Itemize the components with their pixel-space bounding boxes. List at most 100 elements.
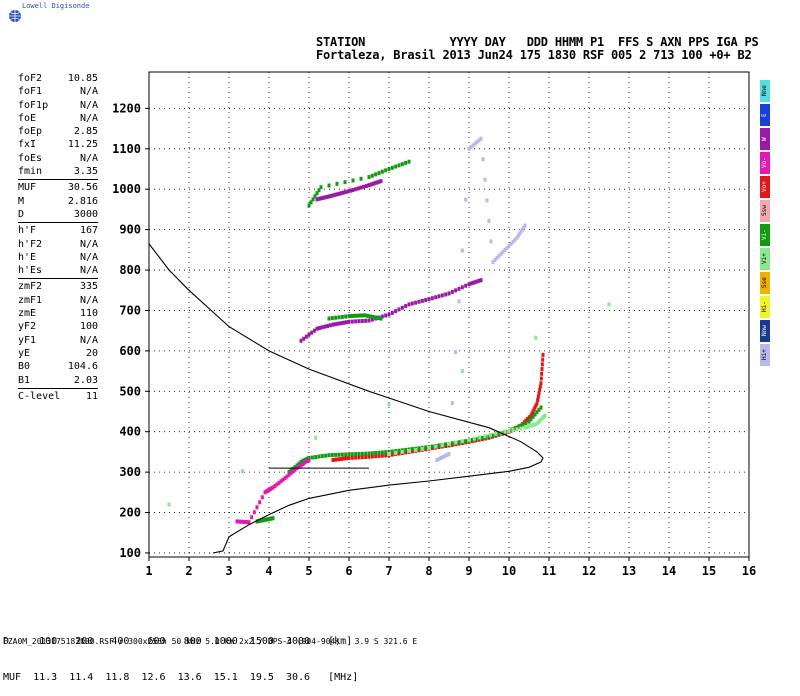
echo-point [243, 519, 247, 524]
echo-point [380, 453, 384, 458]
echo-point [501, 249, 505, 254]
param-value: 335 [79, 281, 98, 293]
echo-point [447, 291, 451, 296]
echo-point [384, 453, 388, 458]
echo-point [387, 402, 391, 407]
legend-item-nne: Nne [760, 80, 770, 102]
echo-point [509, 241, 513, 246]
muf-table: D 100 200 400 600 800 1000 1500 3000 [km… [3, 612, 358, 696]
echo-point [443, 453, 447, 458]
echo-point [445, 452, 449, 457]
echo-point [360, 455, 364, 460]
echo-point [344, 314, 348, 319]
echo-point [310, 455, 314, 460]
echo-point [350, 452, 354, 457]
echo-point [337, 452, 341, 457]
echo-point [367, 451, 371, 456]
legend-item-hi: Hi+ [760, 344, 770, 366]
param-row: h'F2 N/A [18, 238, 98, 251]
echo-point [410, 449, 414, 454]
echo-point [258, 500, 262, 505]
echo-point [235, 519, 239, 524]
legend-item-ssw: Ssw [760, 200, 770, 222]
echo-point [507, 243, 511, 248]
echo-point [397, 448, 401, 453]
echo-point [370, 317, 374, 322]
echo-point [607, 302, 611, 307]
echo-point [337, 315, 341, 320]
echo-point [384, 313, 388, 318]
echo-point [330, 453, 334, 458]
legend-item-vo: Vo- [760, 152, 770, 174]
echo-point [331, 322, 335, 327]
echo-point [473, 280, 477, 285]
legend-item-e: E [760, 104, 770, 126]
echo-point [357, 319, 361, 324]
param-row: h'Es N/A [18, 264, 98, 277]
echo-point [534, 335, 538, 340]
param-value: 10.85 [67, 73, 98, 84]
plot-frame [148, 71, 750, 558]
param-value: 2.85 [73, 126, 98, 138]
echo-point [344, 456, 348, 461]
echo-point [414, 447, 418, 452]
echo-point [390, 452, 394, 457]
echo-point [239, 519, 243, 524]
echo-point [533, 405, 537, 410]
echo-point [334, 322, 338, 327]
param-name: yF2 [18, 321, 37, 333]
echo-point [519, 426, 523, 431]
echo-point [511, 239, 515, 244]
echo-point [447, 441, 451, 446]
echo-point [497, 431, 501, 436]
echo-point [404, 450, 408, 455]
echo-point [352, 313, 356, 318]
legend-item-vi: Vi+ [760, 248, 770, 270]
x-tick-label: 1 [145, 564, 152, 578]
echo-point [317, 454, 321, 459]
echo-point [241, 519, 245, 524]
param-value: 2.816 [67, 195, 98, 207]
echo-point [420, 298, 424, 303]
echo-point [460, 439, 464, 444]
param-row: fxI 11.25 [18, 138, 98, 151]
echo-point [312, 328, 316, 333]
param-value: 100 [79, 321, 98, 333]
echo-point [533, 422, 537, 427]
echo-point [437, 456, 441, 461]
echo-point [417, 448, 421, 453]
echo-point [390, 165, 394, 170]
header-line-1: STATION YYYY DAY DDD HHMM P1 FFS S AXN P… [316, 35, 759, 49]
param-value: 20 [85, 347, 98, 359]
param-name: B0 [18, 361, 31, 373]
echo-point [336, 321, 340, 326]
param-row: foF1p N/A [18, 99, 98, 112]
echo-point [467, 437, 471, 442]
echo-point [515, 427, 519, 432]
echo-point [307, 332, 311, 337]
echo-point [302, 336, 306, 341]
echo-point [454, 350, 458, 355]
echo-point [344, 320, 348, 325]
echo-point [420, 446, 424, 451]
echo-point [400, 449, 404, 454]
echo-point [315, 326, 319, 331]
x-tick-label: 11 [542, 564, 556, 578]
ionogram-plot: 1 2 3 4 5 6 7 8 9 10 11 12 13 14 15 1610020030040050060… [112, 71, 756, 578]
echo-point [277, 480, 281, 485]
x-tick-label: 10 [502, 564, 516, 578]
echo-point [325, 194, 329, 199]
echo-point [470, 437, 474, 442]
echo-point [523, 425, 527, 430]
param-row: yE 20 [18, 347, 98, 360]
scaled-parameters-list: foF2 10.85 foF1 N/A foF1p N/A foE N/A foEp 2.85 fx… [18, 72, 98, 403]
logo-text: Lowell Digisonde [22, 2, 90, 10]
echo-point [371, 314, 375, 319]
echo-point [379, 316, 383, 321]
legend-item-vo: Vo+ [760, 176, 770, 198]
echo-point [360, 313, 364, 318]
echo-point [527, 415, 531, 420]
muf-table-muf-row: MUF 11.3 11.4 11.8 12.6 13.6 15.1 19.5 3… [3, 672, 359, 683]
echo-point [499, 251, 503, 256]
echo-point [404, 160, 408, 165]
